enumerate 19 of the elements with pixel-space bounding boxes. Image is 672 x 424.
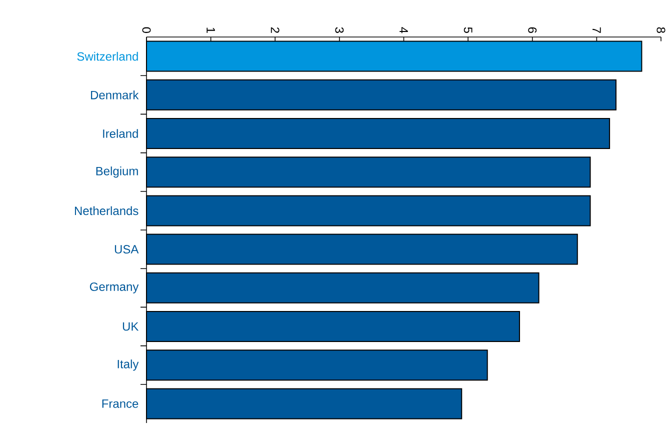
y-tick-label: Switzerland [77, 52, 138, 61]
x-tick-label: 3 [335, 27, 344, 33]
y-tick-label: Italy [118, 360, 139, 371]
x-tick-label: 5 [464, 27, 472, 33]
y-tick-label: France [102, 400, 138, 408]
y-tick-label: USA [114, 245, 139, 254]
x-tick-label: 8 [656, 27, 666, 33]
y-tick-label: Belgium [96, 166, 138, 178]
x-tick-label: 7 [592, 27, 601, 33]
x-tick-label: 0 [142, 27, 151, 34]
y-tick-label: Ireland [103, 129, 138, 138]
y-tick-label: UK [122, 322, 139, 331]
x-tick-label: 6 [528, 27, 537, 33]
y-tick-label: Germany [90, 282, 139, 294]
y-tick-label: Netherlands [74, 206, 138, 216]
x-tick-label: 4 [400, 27, 408, 34]
x-tick-label: 1 [206, 28, 215, 33]
y-tick-label: Denmark [91, 90, 139, 100]
x-tick-label: 2 [270, 27, 280, 33]
